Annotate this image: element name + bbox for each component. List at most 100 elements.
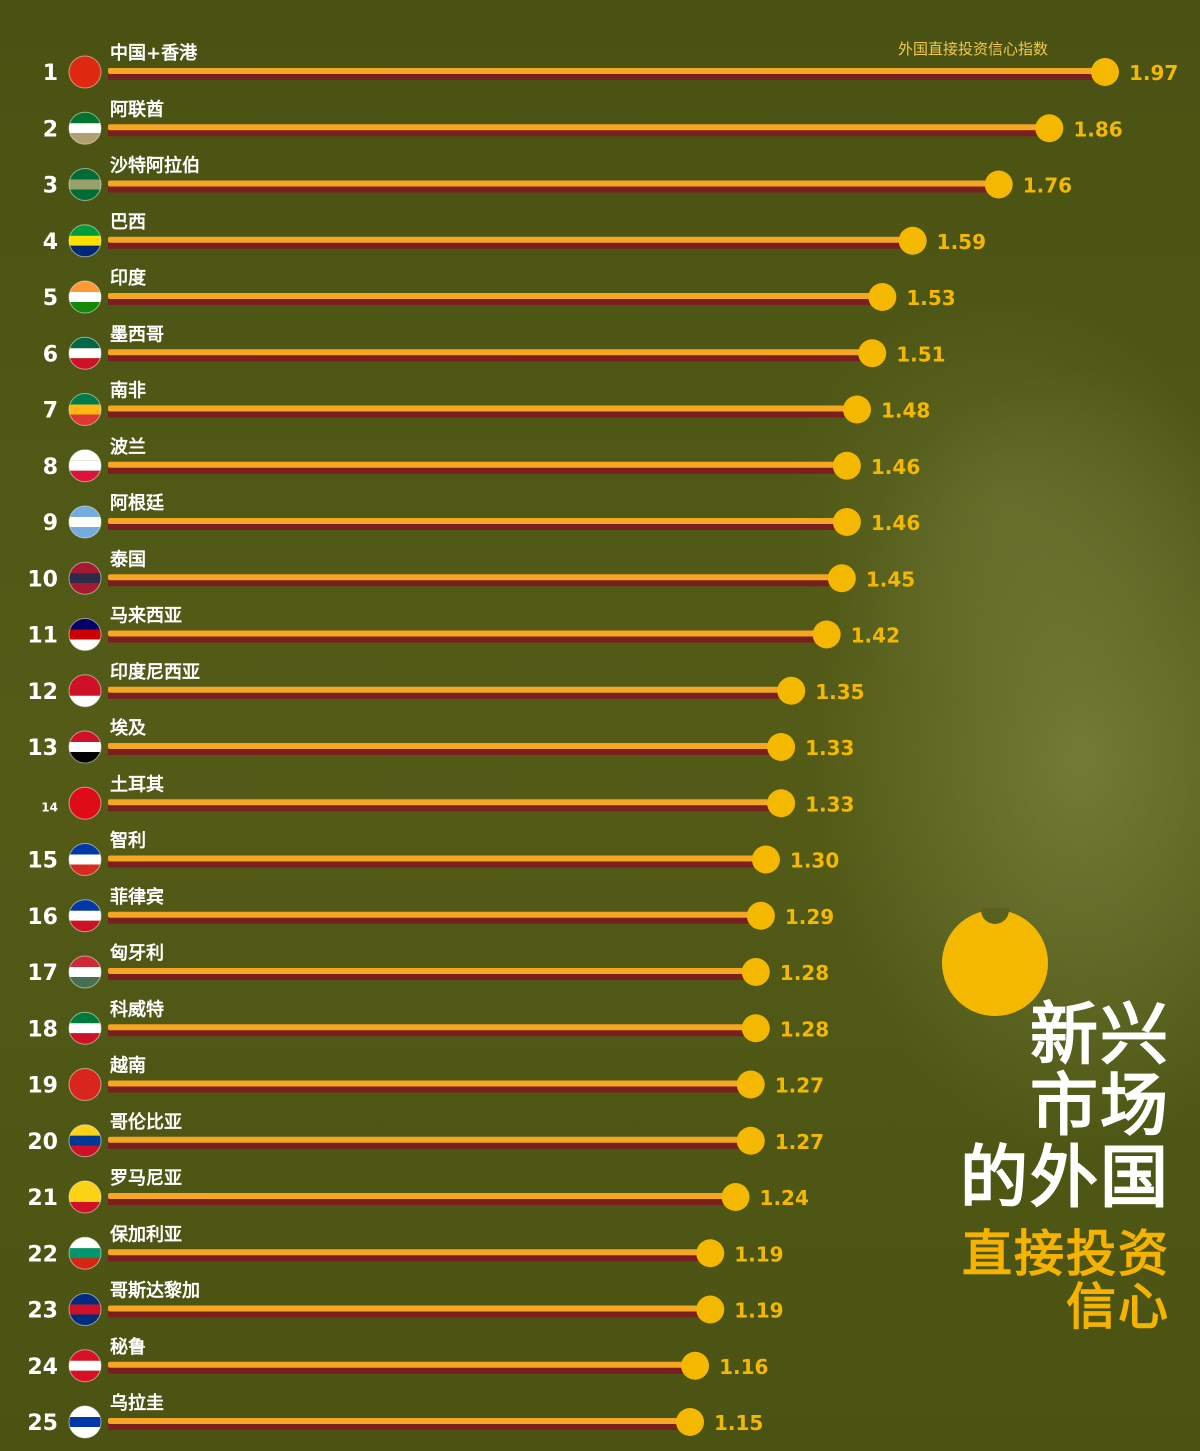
flag-stripe	[69, 695, 101, 707]
chart-row: 23 哥斯达黎加 1.19	[27, 1280, 784, 1326]
flag-icon-fill	[69, 168, 101, 201]
rank-number: 2	[43, 117, 58, 142]
rank-number: 13	[27, 736, 58, 761]
rank-number: 4	[43, 230, 58, 255]
flag-stripe	[69, 742, 101, 752]
flag-stripe	[69, 302, 101, 313]
flag-icon	[68, 561, 102, 595]
value-label: 1.76	[1023, 174, 1072, 198]
rank-number: 8	[43, 455, 58, 480]
flag-stripe	[69, 808, 101, 820]
flag-stripe	[69, 67, 101, 77]
flag-icon	[68, 1124, 102, 1158]
bar-end-marker	[777, 676, 806, 705]
chart-row: 14 土耳其 1.33	[41, 774, 854, 820]
value-label: 1.16	[719, 1355, 768, 1379]
flag-icon	[68, 1293, 102, 1326]
chart-row: 16 菲律宾 1.29	[27, 886, 834, 933]
bar-end-marker	[681, 1351, 710, 1380]
flag-icon	[68, 786, 102, 820]
bar-end-marker	[832, 451, 861, 480]
value-label: 1.27	[775, 1074, 824, 1098]
bar	[108, 1418, 691, 1424]
bar-shadow	[108, 521, 847, 530]
flag-icon-fill	[69, 337, 101, 370]
bar-shadow	[108, 577, 842, 587]
bar-end-marker	[741, 958, 770, 986]
flag-icon-fill	[69, 224, 101, 257]
flag-stripe	[69, 56, 101, 67]
legend-label: 外国直接投资信心指数	[898, 40, 1049, 58]
value-label: 1.27	[775, 1130, 824, 1154]
bar	[108, 743, 782, 749]
flag-stripe	[69, 1079, 101, 1090]
country-label: 越南	[109, 1055, 146, 1077]
flag-border	[68, 1405, 102, 1439]
flag-stripe	[69, 956, 101, 967]
chart-rows: 1 中国+香港 1.97 2 阿联酋 1.86 3 沙特阿拉伯 1.76 4 巴西 1.59 5 印度 1.…	[27, 42, 1178, 1439]
value-label: 1.46	[871, 455, 920, 479]
value-label: 1.51	[896, 342, 945, 366]
flag-icon	[68, 449, 102, 483]
flag-icon	[68, 55, 102, 89]
flag-stripe	[69, 864, 101, 876]
bar	[108, 911, 761, 918]
flag-stripe	[69, 1068, 101, 1080]
bar-end-marker	[868, 283, 897, 311]
country-label: 沙特阿拉伯	[110, 155, 200, 177]
value-label: 1.59	[937, 230, 986, 254]
bar-shadow	[108, 1027, 756, 1037]
rank-number: 14	[41, 800, 58, 814]
flag-stripe	[69, 133, 101, 145]
rank-number: 6	[43, 342, 58, 367]
flag-stripe	[69, 562, 101, 574]
rank-number: 24	[27, 1355, 58, 1380]
flag-icon	[68, 618, 102, 651]
bar	[108, 349, 873, 356]
bar	[108, 1136, 751, 1143]
bar-end-marker	[721, 1183, 750, 1211]
bar-end-marker	[751, 845, 780, 874]
bar-shadow	[108, 971, 756, 980]
flag-icon	[68, 1068, 102, 1101]
logo-icon	[942, 908, 1048, 1016]
rank-number: 3	[43, 174, 58, 199]
chart-row: 13 埃及 1.33	[27, 717, 854, 764]
flag-stripe	[69, 1237, 101, 1249]
flag-stripe	[69, 583, 101, 595]
flag-stripe	[69, 1370, 101, 1382]
flag-stripe	[69, 1124, 101, 1136]
flag-stripe	[69, 348, 101, 359]
flag-border	[68, 449, 102, 483]
flag-icon	[68, 336, 102, 370]
flag-border	[68, 111, 102, 145]
flag-border	[68, 955, 102, 989]
chart-row: 6 墨西哥 1.51	[43, 324, 946, 370]
flag-stripe	[69, 1012, 101, 1024]
flag-stripe	[69, 1135, 101, 1146]
country-label: 印度尼西亚	[110, 661, 200, 683]
country-label: 土耳其	[110, 774, 164, 795]
rank-number: 11	[27, 624, 58, 649]
bar-shadow	[108, 1196, 736, 1205]
flag-stripe	[69, 1192, 101, 1202]
flag-stripe	[69, 337, 101, 349]
rank-number: 7	[43, 399, 58, 424]
flag-icon-fill	[69, 1237, 101, 1270]
flag-stripe	[69, 506, 101, 517]
value-label: 1.24	[760, 1186, 809, 1210]
bar-end-marker	[1091, 58, 1119, 86]
flag-stripe	[69, 798, 101, 809]
country-label: 哥斯达黎加	[110, 1280, 200, 1302]
bar-end-marker	[696, 1239, 725, 1268]
flag-stripe	[69, 674, 101, 686]
bar-shadow	[108, 296, 883, 305]
chart-row: 10 泰国 1.45	[27, 548, 915, 595]
flag-icon-fill	[69, 1068, 101, 1101]
flag-icon-fill	[69, 1406, 101, 1438]
chart-row: 17 匈牙利 1.28	[27, 942, 829, 989]
value-label: 1.53	[906, 286, 955, 310]
bar-shadow	[108, 689, 792, 699]
flag-stripe	[69, 843, 101, 855]
country-label: 保加利亚	[109, 1223, 182, 1245]
